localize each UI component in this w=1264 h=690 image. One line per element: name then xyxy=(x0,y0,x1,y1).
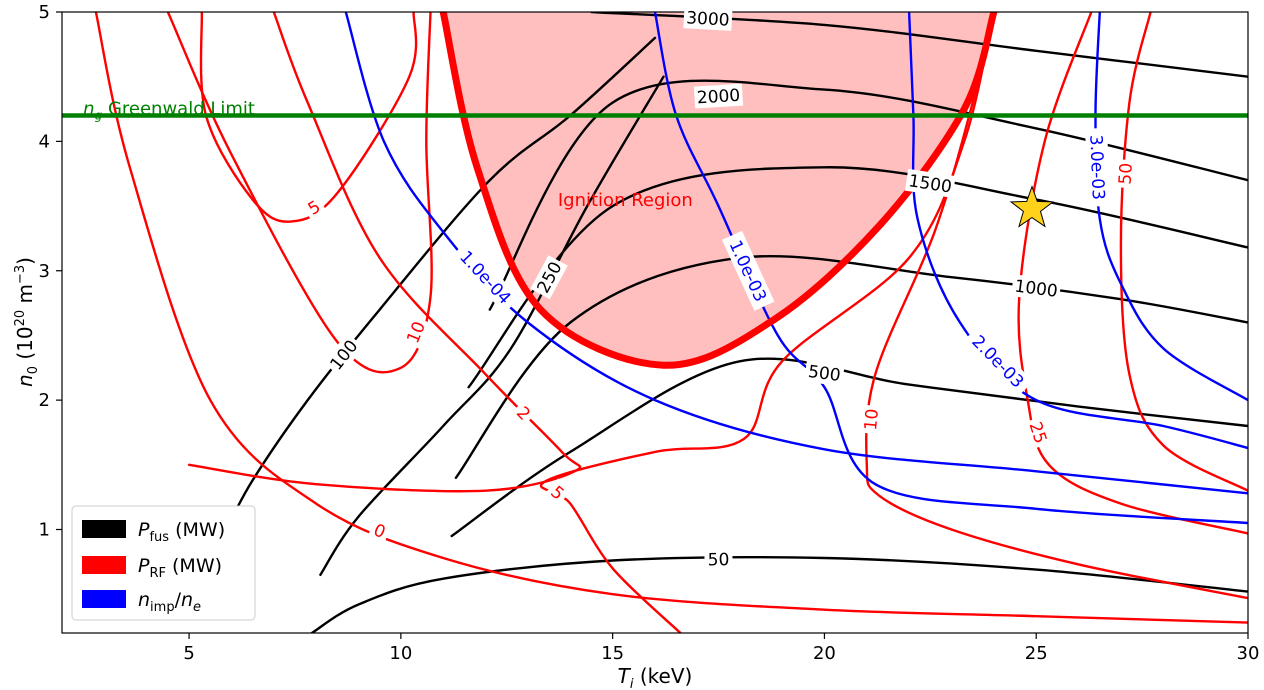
y-axis-label: n0 (1020 m−3) xyxy=(13,257,41,387)
contour-line-1-6 xyxy=(1017,12,1248,535)
legend-swatch-prf xyxy=(82,556,126,574)
contour-label-1-4: 5 xyxy=(543,478,572,507)
x-tick-label: 15 xyxy=(601,643,624,664)
contour-label-1-6: 25 xyxy=(1023,415,1054,450)
contour-label-text: 10 xyxy=(861,408,883,431)
greenwald-text: Greenwald Limit xyxy=(102,99,255,120)
contour-label-2-3: 3.0e-03 xyxy=(1085,127,1111,207)
contour-label-bg xyxy=(450,241,521,314)
contour-line-0-2 xyxy=(319,75,665,576)
legend-swatch-nimp xyxy=(82,590,126,608)
contour-label-bg xyxy=(1085,127,1111,207)
contour-label-bg xyxy=(509,398,538,428)
ignition-boundary xyxy=(439,12,998,369)
x-tick-label: 25 xyxy=(1025,643,1048,664)
contour-label-text: 50 xyxy=(1116,162,1137,185)
contour-label-1-5: 10 xyxy=(858,404,884,435)
y-tick-label: 4 xyxy=(39,131,50,152)
legend: Pfus (MW) PRF (MW) nimp/ne xyxy=(71,505,256,621)
contour-label-bg xyxy=(323,333,365,377)
legend-label-prf: PRF (MW) xyxy=(138,555,222,581)
greenwald-subscript: g xyxy=(95,109,103,123)
contour-label-bg xyxy=(704,548,733,571)
contour-label-text: 500 xyxy=(807,362,842,386)
contour-label-bg xyxy=(1010,274,1062,303)
contour-line-1-2 xyxy=(199,12,418,223)
contour-label-bg xyxy=(804,359,845,387)
contour-label-bg xyxy=(693,83,744,109)
contour-line-1-0 xyxy=(94,12,1248,624)
contour-label-bg xyxy=(904,168,956,198)
contour-label-bg xyxy=(543,478,572,507)
contour-label-text: 3000 xyxy=(686,8,730,30)
contour-label-bg xyxy=(683,6,733,31)
y-tick-label: 2 xyxy=(39,390,50,411)
contour-label-1-3: 2 xyxy=(509,398,538,428)
contour-label-bg xyxy=(1113,159,1138,189)
contour-label-1-0: 0 xyxy=(367,517,393,545)
contour-label-2-2: 2.0e-03 xyxy=(962,325,1034,397)
plot-frame xyxy=(61,11,1249,634)
greenwald-limit-label: ng Greenwald Limit xyxy=(83,99,255,123)
y-tick-label: 3 xyxy=(39,261,50,282)
ignition-region-fill xyxy=(443,12,994,366)
contour-label-bg xyxy=(721,230,775,311)
contour-line-0-0 xyxy=(310,556,1248,633)
contour-line-1-7 xyxy=(1119,12,1248,492)
y-tick-label: 1 xyxy=(39,520,50,541)
contour-label-0-6: 2000 xyxy=(693,83,744,109)
contour-label-text: 2000 xyxy=(696,86,740,109)
contour-label-bg xyxy=(530,255,568,300)
contour-label-bg xyxy=(367,517,393,545)
contour-label-0-5: 1500 xyxy=(904,168,956,198)
ignition-region-label: Ignition Region xyxy=(558,190,693,211)
contour-label-1-7: 50 xyxy=(1113,159,1138,189)
x-tick-label: 5 xyxy=(183,643,194,664)
contour-line-1-1 xyxy=(166,12,433,374)
contour-label-1-1: 10 xyxy=(400,315,432,350)
contour-label-0-7: 3000 xyxy=(683,6,733,31)
contour-label-bg xyxy=(300,193,328,222)
contour-line-1-3 xyxy=(187,12,582,493)
greenwald-n-symbol: n xyxy=(83,99,94,120)
contour-label-1-2: 5 xyxy=(300,193,328,222)
contour-line-1-5 xyxy=(864,12,1248,600)
contour-label-0-0: 50 xyxy=(704,548,733,571)
x-tick-label: 10 xyxy=(389,643,412,664)
x-axis-label: Ti (keV) xyxy=(618,664,693,690)
legend-label-nimp: nimp/ne xyxy=(138,589,201,615)
contour-line-2-3 xyxy=(1094,12,1248,402)
plot-area xyxy=(62,12,1248,633)
x-tick-label: 20 xyxy=(813,643,836,664)
contour-label-text: 50 xyxy=(708,550,730,570)
contour-label-bg xyxy=(400,315,432,350)
operating-point-star xyxy=(1009,185,1055,228)
contour-label-text: 3.0e-03 xyxy=(1085,134,1108,200)
contour-label-bg xyxy=(1023,415,1054,450)
contour-line-0-3 xyxy=(450,357,1248,538)
contour-label-bg xyxy=(962,325,1034,397)
contour-line-2-0 xyxy=(344,12,1248,495)
legend-label-pfus: Pfus (MW) xyxy=(138,519,225,545)
legend-swatch-pfus xyxy=(82,520,126,538)
y-tick-label: 5 xyxy=(39,2,50,23)
x-tick-label: 30 xyxy=(1237,643,1260,664)
contour-label-0-3: 500 xyxy=(804,359,845,387)
contour-label-bg xyxy=(858,404,884,435)
